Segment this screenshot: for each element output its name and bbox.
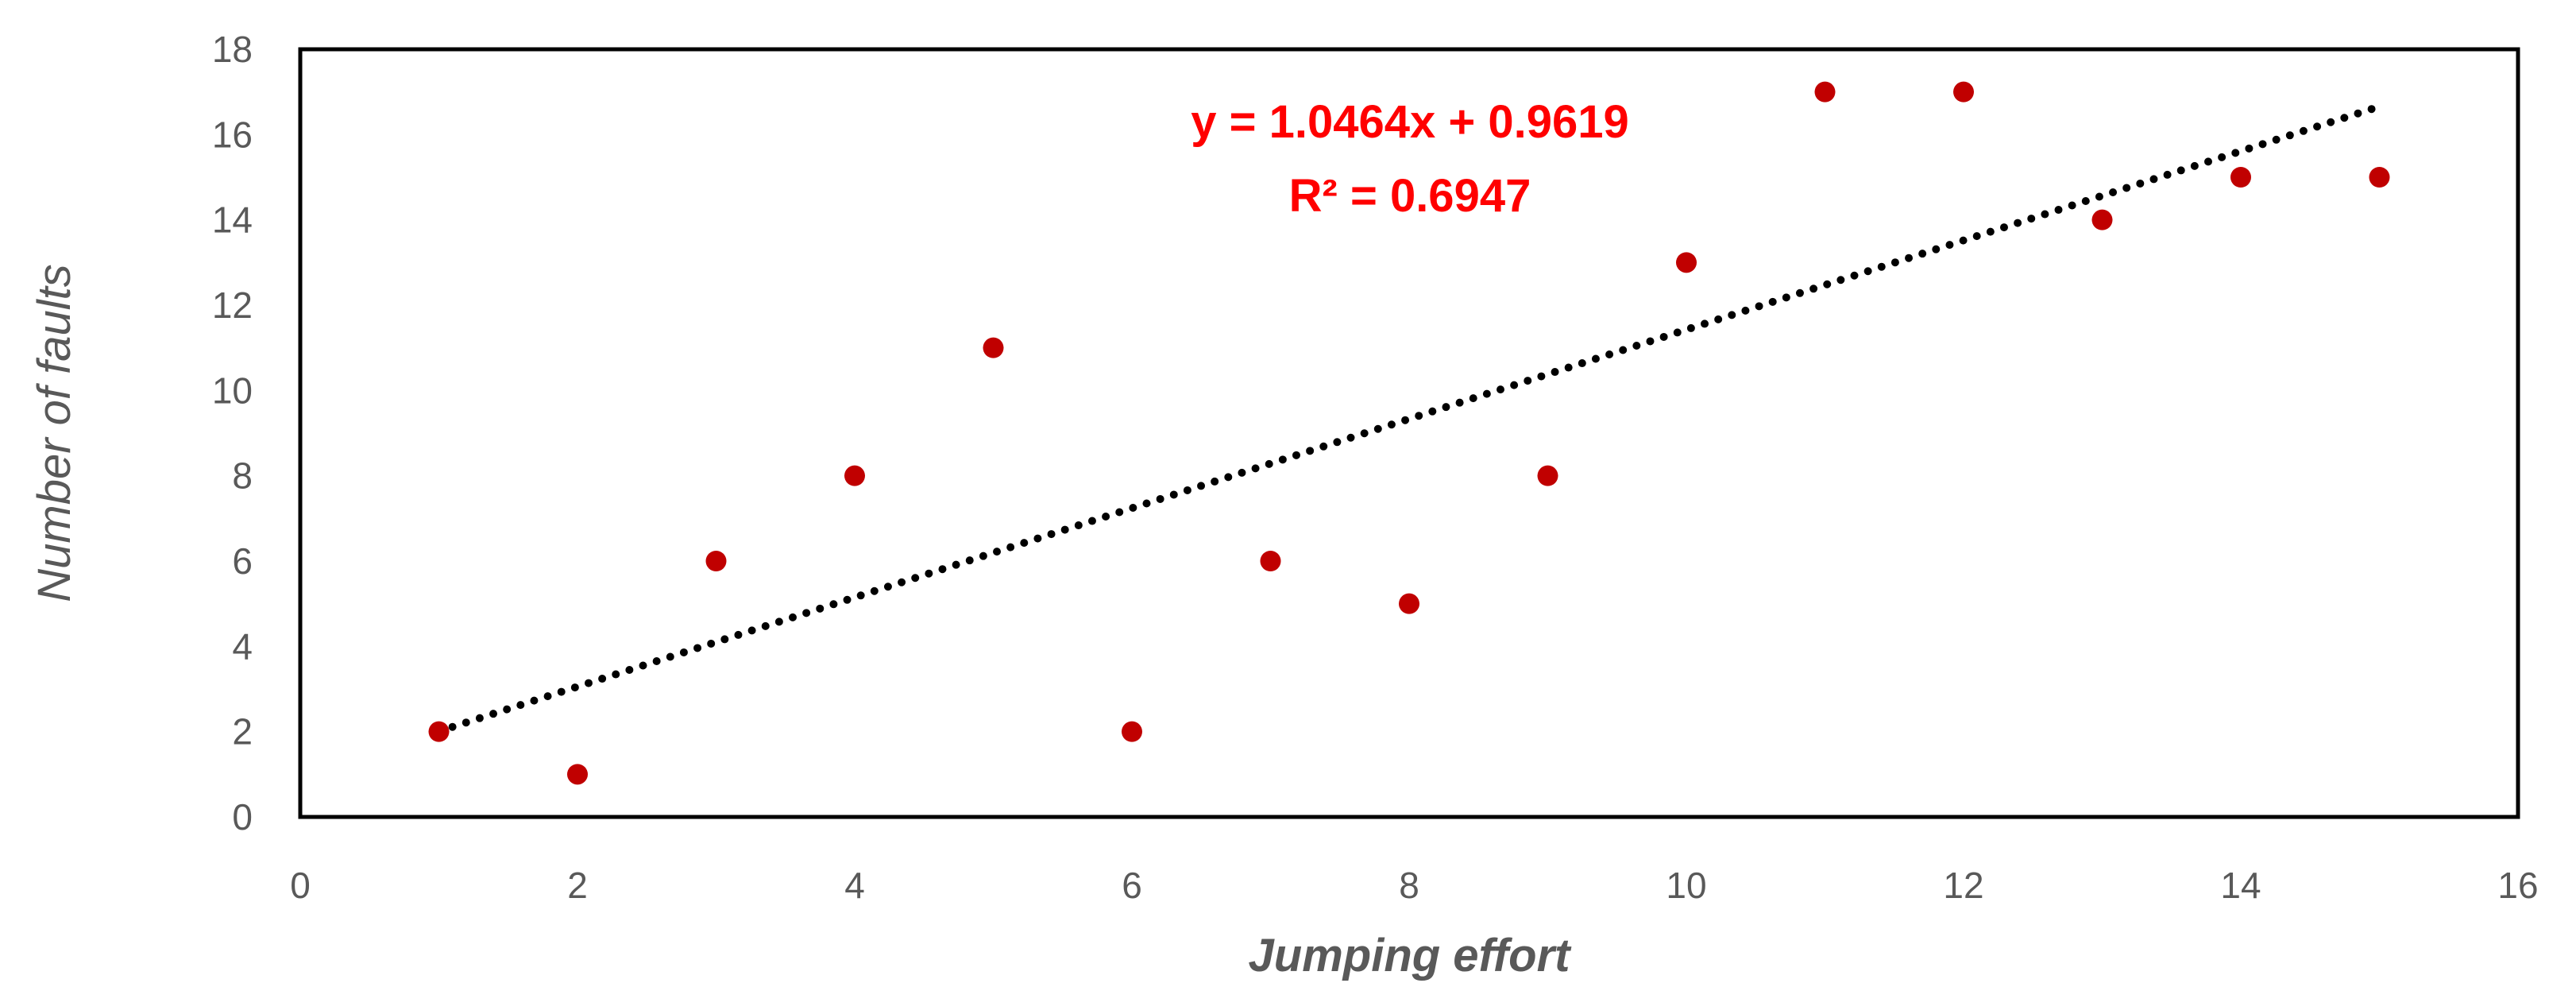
y-tick-label: 18 [212,29,253,70]
y-tick-label: 6 [232,540,253,582]
data-points [428,81,2390,785]
y-tick-label: 14 [212,199,253,241]
y-tick-label: 2 [232,711,253,753]
x-axis-title: Jumping effort [1249,930,1573,981]
x-tick-label: 12 [1943,865,1983,906]
y-tick-label: 0 [232,796,253,838]
trendline [434,103,2384,736]
y-tick-label: 16 [212,114,253,155]
data-point [1260,551,1281,571]
data-point [1537,465,1558,486]
data-point [1814,81,1836,103]
data-point [428,721,450,742]
data-point [983,337,1004,358]
data-point [2369,167,2390,188]
x-tick-label: 8 [1399,865,1419,906]
data-point [567,764,588,785]
y-tick-label: 8 [232,455,253,497]
r-squared-label: R² = 0.6947 [1289,170,1531,222]
x-tick-label: 14 [2220,865,2261,906]
y-axis-title: Number of faults [29,264,80,602]
data-point [1122,721,1142,742]
y-tick-label: 12 [212,284,253,326]
plot-area-frame [298,47,2520,819]
data-point [1953,81,1974,103]
x-tick-label: 2 [567,865,588,906]
x-tick-label: 4 [844,865,865,906]
x-tick-labels: 0 2 4 6 8 10 12 14 16 [290,865,2538,906]
data-point [1399,593,1419,614]
trendline-equation: y = 1.0464x + 0.9619 [1191,96,1629,148]
x-tick-label: 16 [2497,865,2538,906]
data-point [1676,252,1697,273]
x-tick-label: 0 [290,865,311,906]
y-tick-label: 10 [212,370,253,411]
x-tick-label: 10 [1666,865,1706,906]
data-point [2230,167,2251,188]
data-point [2091,209,2113,230]
y-tick-label: 4 [232,625,253,667]
y-tick-labels: 0 2 4 6 8 10 12 14 16 18 [212,29,253,838]
data-point [705,551,727,571]
data-point [844,465,865,486]
x-tick-label: 6 [1122,865,1142,906]
trendline-path [434,103,2384,736]
